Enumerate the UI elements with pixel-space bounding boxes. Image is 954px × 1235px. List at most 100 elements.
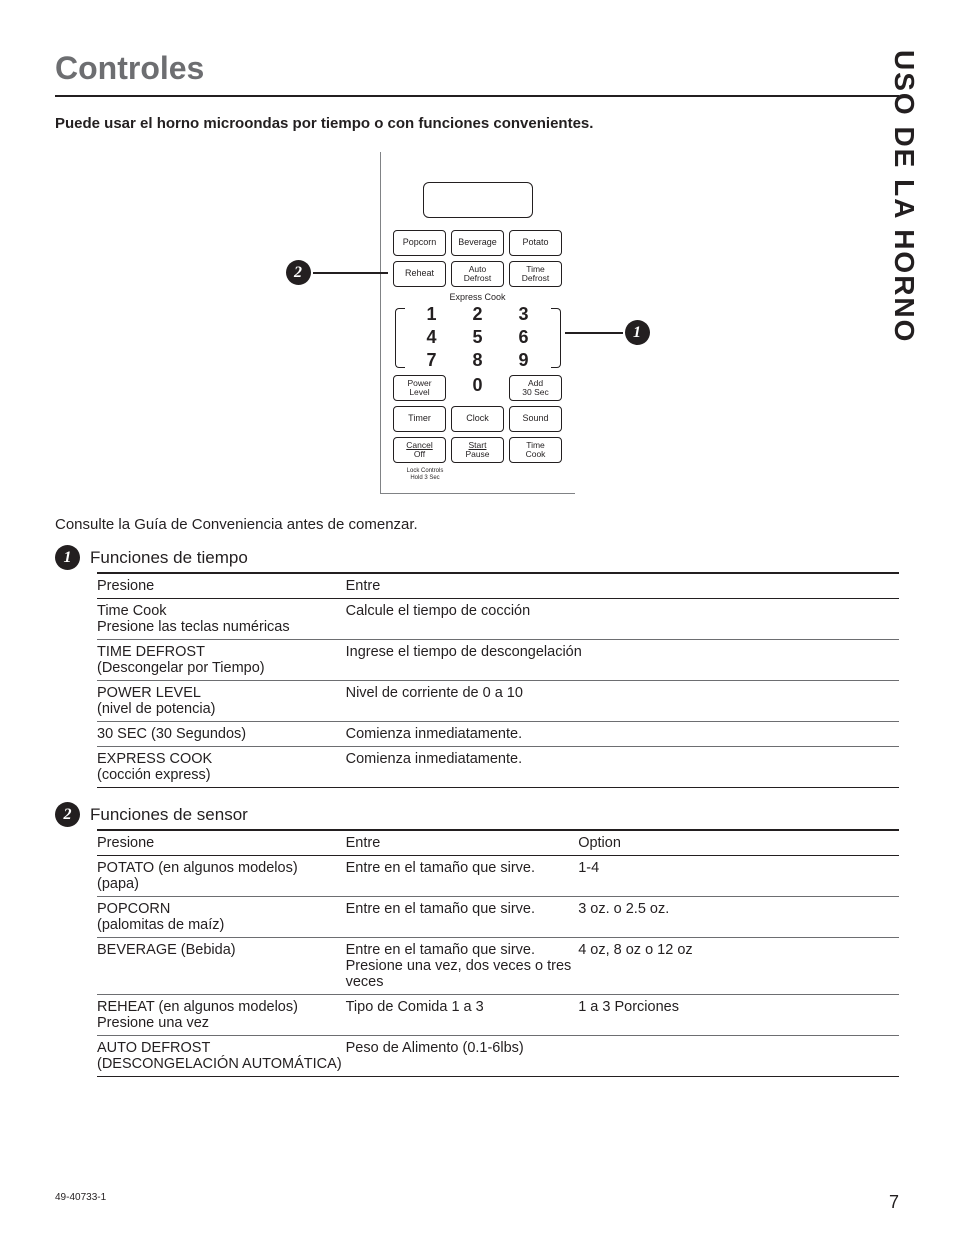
- timer-button: Timer: [393, 406, 446, 432]
- add30-l2: 30 Sec: [522, 388, 548, 397]
- guide-note: Consulte la Guía de Conveniencia antes d…: [55, 516, 899, 533]
- power-level-button: Power Level: [393, 375, 446, 401]
- power-level-l2: Level: [409, 388, 429, 397]
- s1-col-press: 30 SEC (30 Segundos): [97, 722, 346, 747]
- s2-col-press: BEVERAGE (Bebida): [97, 938, 346, 995]
- s2-col-press: POTATO (en algunos modelos)(papa): [97, 856, 346, 897]
- s2-col-enter: Entre en el tamaño que sirve.Presione un…: [346, 938, 579, 995]
- s2-h2: Entre: [346, 830, 579, 856]
- table-row: POTATO (en algunos modelos)(papa)Entre e…: [97, 856, 899, 897]
- s1-col-enter: Ingrese el tiempo de descongelación: [346, 640, 899, 681]
- lock-note-2: Hold 3 Sec: [399, 475, 452, 481]
- page-title: Controles: [55, 50, 899, 87]
- cancel-off-button: Cancel Off: [393, 437, 446, 463]
- lock-note-1: Lock Controls: [399, 468, 452, 474]
- key-9: 9: [513, 350, 535, 371]
- auto-defrost-button: Auto Defrost: [451, 261, 504, 287]
- table-row: REHEAT (en algunos modelos)Presione una …: [97, 995, 899, 1036]
- panel-row-1: Popcorn Beverage Potato: [391, 230, 565, 256]
- s1-col-press: POWER LEVEL(nivel de potencia): [97, 681, 346, 722]
- table-row: Time CookPresione las teclas numéricasCa…: [97, 599, 899, 640]
- control-panel-figure: Popcorn Beverage Potato Reheat Auto Defr…: [55, 152, 899, 494]
- key-3: 3: [513, 304, 535, 325]
- key-8: 8: [467, 350, 489, 371]
- section-2-badge: 2: [55, 802, 80, 827]
- table-row: POWER LEVEL(nivel de potencia)Nivel de c…: [97, 681, 899, 722]
- table-row: 30 SEC (30 Segundos)Comienza inmediatame…: [97, 722, 899, 747]
- potato-button: Potato: [509, 230, 562, 256]
- s2-col-press: POPCORN(palomitas de maíz): [97, 897, 346, 938]
- control-panel: Popcorn Beverage Potato Reheat Auto Defr…: [380, 152, 575, 494]
- table-row: EXPRESS COOK(cocción express)Comienza in…: [97, 747, 899, 788]
- key-7: 7: [421, 350, 443, 371]
- reheat-button: Reheat: [393, 261, 446, 287]
- callout-2-line: [313, 272, 388, 274]
- key-0: 0: [451, 375, 504, 401]
- timecook-l2: Cook: [526, 450, 546, 459]
- s2-col-option: 4 oz, 8 oz o 12 oz: [578, 938, 899, 995]
- section-1-head: 1 Funciones de tiempo: [55, 545, 899, 570]
- section-1-table-wrap: Presione Entre Time CookPresione las tec…: [97, 572, 899, 788]
- section-2-table-wrap: Presione Entre Option POTATO (en algunos…: [97, 829, 899, 1077]
- s2-col-enter: Entre en el tamaño que sirve.: [346, 897, 579, 938]
- table-row: AUTO DEFROST(DESCONGELACIÓN AUTOMÁTICA)P…: [97, 1036, 899, 1077]
- cancel-l2: Off: [414, 450, 425, 459]
- callout-1: 1: [625, 320, 650, 345]
- section-2-table: Presione Entre Option POTATO (en algunos…: [97, 829, 899, 1077]
- footer-code: 49-40733-1: [55, 1192, 106, 1213]
- start-l2: Pause: [465, 450, 489, 459]
- section-2-title: Funciones de sensor: [90, 805, 248, 825]
- time-cook-button: Time Cook: [509, 437, 562, 463]
- popcorn-button: Popcorn: [393, 230, 446, 256]
- s2-col-option: 1-4: [578, 856, 899, 897]
- s1-col-press: TIME DEFROST(Descongelar por Tiempo): [97, 640, 346, 681]
- s1-col-enter: Calcule el tiempo de cocción: [346, 599, 899, 640]
- section-2-head: 2 Funciones de sensor: [55, 802, 899, 827]
- s1-col-enter: Comienza inmediatamente.: [346, 722, 899, 747]
- title-rule: [55, 95, 899, 97]
- table-row: POPCORN(palomitas de maíz)Entre en el ta…: [97, 897, 899, 938]
- key-2: 2: [467, 304, 489, 325]
- key-6: 6: [513, 327, 535, 348]
- add-30-sec-button: Add 30 Sec: [509, 375, 562, 401]
- s2-h1: Presione: [97, 830, 346, 856]
- s1-col-enter: Nivel de corriente de 0 a 10: [346, 681, 899, 722]
- key-4: 4: [421, 327, 443, 348]
- time-defrost-l2: Defrost: [522, 274, 549, 283]
- beverage-button: Beverage: [451, 230, 504, 256]
- keypad-row-1: 1 2 3: [391, 304, 565, 325]
- callout-2: 2: [286, 260, 311, 285]
- express-cook-label: Express Cook: [391, 292, 565, 302]
- s2-h3: Option: [578, 830, 899, 856]
- panel-row-power: Power Level 0 Add 30 Sec: [391, 375, 565, 401]
- intro-text: Puede usar el horno microondas por tiemp…: [55, 115, 899, 132]
- panel-row-2: Reheat Auto Defrost Time Defrost: [391, 261, 565, 287]
- express-bracket-right: [551, 308, 561, 368]
- key-5: 5: [467, 327, 489, 348]
- table-row: TIME DEFROST(Descongelar por Tiempo)Ingr…: [97, 640, 899, 681]
- sound-button: Sound: [509, 406, 562, 432]
- s2-col-option: 3 oz. o 2.5 oz.: [578, 897, 899, 938]
- panel-row-last: Cancel Off Start Pause Time Cook: [391, 437, 565, 463]
- panel-row-tcs: Timer Clock Sound: [391, 406, 565, 432]
- s1-h1: Presione: [97, 573, 346, 599]
- callout-1-line: [565, 332, 623, 334]
- time-defrost-button: Time Defrost: [509, 261, 562, 287]
- section-1-badge: 1: [55, 545, 80, 570]
- lock-note-wrap: Lock Controls Hold 3 Sec: [399, 468, 452, 481]
- s2-col-enter: Tipo de Comida 1 a 3: [346, 995, 579, 1036]
- s2-col-press: REHEAT (en algunos modelos)Presione una …: [97, 995, 346, 1036]
- key-1: 1: [421, 304, 443, 325]
- s1-col-press: Time CookPresione las teclas numéricas: [97, 599, 346, 640]
- s1-h2: Entre: [346, 573, 899, 599]
- section-1-table: Presione Entre Time CookPresione las tec…: [97, 572, 899, 788]
- table-row: BEVERAGE (Bebida)Entre en el tamaño que …: [97, 938, 899, 995]
- s2-col-enter: Entre en el tamaño que sirve.: [346, 856, 579, 897]
- s1-col-enter: Comienza inmediatamente.: [346, 747, 899, 788]
- keypad-row-2: 4 5 6: [391, 327, 565, 348]
- s2-col-press: AUTO DEFROST(DESCONGELACIÓN AUTOMÁTICA): [97, 1036, 346, 1077]
- s2-col-option: 1 a 3 Porciones: [578, 995, 899, 1036]
- start-pause-button: Start Pause: [451, 437, 504, 463]
- section-1-title: Funciones de tiempo: [90, 548, 248, 568]
- page-number: 7: [889, 1192, 899, 1213]
